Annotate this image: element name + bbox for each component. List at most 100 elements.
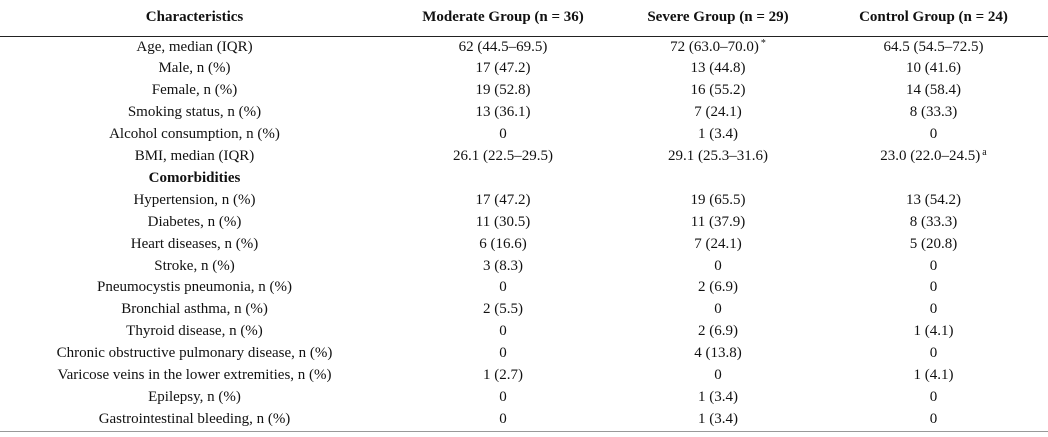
- characteristic-cell: Female, n (%): [0, 80, 389, 102]
- moderate-cell: 26.1 (22.5–29.5): [389, 146, 617, 168]
- cell-value: 7 (24.1): [694, 104, 742, 121]
- cell-value: Age, median (IQR): [136, 38, 253, 55]
- cell-value: 0: [929, 345, 938, 362]
- cell-value: 1 (2.7): [483, 367, 523, 384]
- control-cell: 0: [819, 387, 1048, 409]
- cell-value: 23.0 (22.0–24.5): [880, 148, 981, 165]
- table-row: Alcohol consumption, n (%) 0 1 (3.4) 0: [0, 124, 1048, 146]
- footnote-mark: a: [982, 147, 987, 159]
- characteristic-cell: Comorbidities: [0, 168, 389, 190]
- control-cell: 0: [819, 256, 1048, 278]
- cell-value: 1 (3.4): [698, 126, 738, 143]
- moderate-cell: 2 (5.5): [389, 299, 617, 321]
- table-row: Female, n (%) 19 (52.8) 16 (55.2) 14 (58.4): [0, 80, 1048, 102]
- cell-value: Pneumocystis pneumonia, n (%): [97, 279, 292, 296]
- cell-value: Chronic obstructive pulmonary disease, n…: [56, 345, 333, 362]
- characteristic-cell: Alcohol consumption, n (%): [0, 124, 389, 146]
- moderate-cell: 13 (36.1): [389, 102, 617, 124]
- cell-value: 0: [929, 301, 938, 318]
- characteristic-cell: Epilepsy, n (%): [0, 387, 389, 409]
- characteristic-cell: Diabetes, n (%): [0, 212, 389, 234]
- cell-value: 0: [499, 345, 507, 362]
- moderate-cell: 19 (52.8): [389, 80, 617, 102]
- cell-value: 14 (58.4): [906, 82, 961, 99]
- severe-cell: 1 (3.4): [617, 408, 819, 432]
- severe-cell: 0: [617, 365, 819, 387]
- moderate-cell: 1 (2.7): [389, 365, 617, 387]
- cell-value: 0: [929, 257, 938, 274]
- cell-value: 17 (47.2): [475, 60, 531, 77]
- cell-value: 11 (37.9): [690, 213, 746, 230]
- moderate-cell: 62 (44.5–69.5): [389, 36, 617, 58]
- severe-cell: 7 (24.1): [617, 102, 819, 124]
- moderate-cell: 6 (16.6): [389, 234, 617, 256]
- table-row: Bronchial asthma, n (%) 2 (5.5) 0 0: [0, 299, 1048, 321]
- cell-value: 11 (30.5): [475, 213, 531, 230]
- severe-cell: 16 (55.2): [617, 80, 819, 102]
- cell-value: 0: [929, 126, 938, 143]
- table-row: Hypertension, n (%) 17 (47.2) 19 (65.5) 13 …: [0, 190, 1048, 212]
- control-cell: 8 (33.3): [819, 212, 1048, 234]
- moderate-cell: 17 (47.2): [389, 58, 617, 80]
- control-cell: 0: [819, 277, 1048, 299]
- severe-cell: 4 (13.8): [617, 343, 819, 365]
- cell-value: Bronchial asthma, n (%): [121, 301, 268, 318]
- control-cell: 0: [819, 408, 1048, 432]
- cell-value: 13 (36.1): [475, 104, 531, 121]
- severe-cell: 2 (6.9): [617, 277, 819, 299]
- severe-cell: 13 (44.8): [617, 58, 819, 80]
- control-cell: 0: [819, 299, 1048, 321]
- characteristic-cell: Thyroid disease, n (%): [0, 321, 389, 343]
- cell-value: Thyroid disease, n (%): [126, 323, 263, 340]
- cell-value: Comorbidities: [148, 169, 241, 186]
- control-cell: 14 (58.4): [819, 80, 1048, 102]
- cell-value: 1 (3.4): [698, 389, 738, 405]
- table-row: Age, median (IQR) 62 (44.5–69.5) 72 (63.0–…: [0, 36, 1048, 58]
- cell-value: Heart diseases, n (%): [130, 235, 259, 252]
- header-moderate-group: Moderate Group (n = 36): [389, 0, 617, 37]
- cell-value: Hypertension, n (%): [133, 191, 256, 208]
- moderate-cell: 17 (47.2): [389, 190, 617, 212]
- cell-value: 17 (47.2): [475, 191, 531, 208]
- characteristic-cell: Smoking status, n (%): [0, 102, 389, 124]
- characteristic-cell: Male, n (%): [0, 58, 389, 80]
- cell-value: 5 (20.8): [909, 235, 958, 252]
- control-cell: 10 (41.6): [819, 58, 1048, 80]
- moderate-cell: 11 (30.5): [389, 212, 617, 234]
- cell-value: 19 (52.8): [475, 82, 531, 99]
- cell-value: Gastrointestinal bleeding, n (%): [98, 410, 291, 427]
- moderate-cell: [389, 168, 617, 190]
- control-cell: 1 (4.1): [819, 365, 1048, 387]
- cell-value: 1 (4.1): [913, 323, 954, 340]
- header-control-group: Control Group (n = 24): [819, 0, 1048, 37]
- control-cell: 0: [819, 124, 1048, 146]
- table-row: Varicose veins in the lower extremities,…: [0, 365, 1048, 387]
- characteristic-cell: Chronic obstructive pulmonary disease, n…: [0, 343, 389, 365]
- cell-value: 0: [714, 257, 722, 274]
- control-cell: 23.0 (22.0–24.5) a: [819, 146, 1048, 168]
- severe-cell: 72 (63.0–70.0) *: [617, 36, 819, 58]
- characteristic-cell: BMI, median (IQR): [0, 146, 389, 168]
- cell-value: 13 (54.2): [906, 191, 961, 208]
- severe-cell: 2 (6.9): [617, 321, 819, 343]
- cell-value: 0: [499, 126, 507, 143]
- control-cell: 5 (20.8): [819, 234, 1048, 256]
- table-row: Gastrointestinal bleeding, n (%) 0 1 (3.4)…: [0, 408, 1048, 432]
- cell-value: 0: [499, 279, 507, 296]
- cell-value: 1 (3.4): [698, 410, 738, 427]
- cell-value: 64.5 (54.5–72.5): [883, 38, 984, 55]
- control-cell: [819, 168, 1048, 190]
- header-row: Characteristics Moderate Group (n = 36) …: [0, 0, 1048, 37]
- cell-value: 29.1 (25.3–31.6): [668, 148, 768, 165]
- cell-value: 6 (16.6): [479, 235, 527, 252]
- cell-value: 10 (41.6): [906, 60, 961, 77]
- cell-value: 4 (13.8): [694, 345, 742, 362]
- header-characteristics: Characteristics: [0, 0, 389, 37]
- moderate-cell: 0: [389, 387, 617, 409]
- table-row: Male, n (%) 17 (47.2) 13 (44.8) 10 (41.6): [0, 58, 1048, 80]
- severe-cell: 0: [617, 299, 819, 321]
- cell-value: 62 (44.5–69.5): [458, 38, 548, 55]
- severe-cell: 1 (3.4): [617, 124, 819, 146]
- cell-value: Female, n (%): [151, 82, 238, 99]
